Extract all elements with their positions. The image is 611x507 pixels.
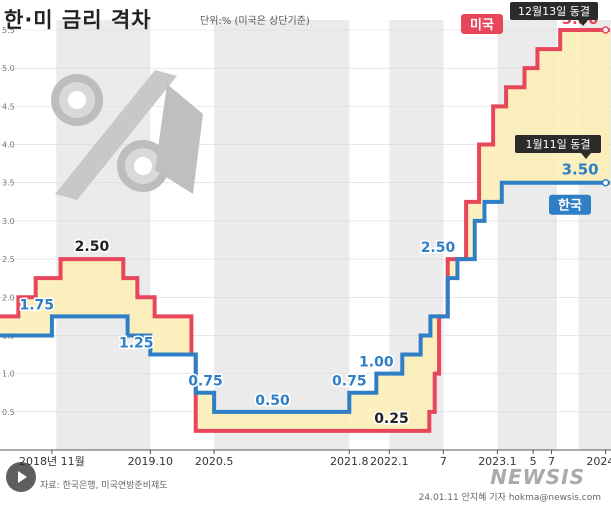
data-label-5: 0.75	[332, 374, 367, 390]
chart-title: 한·미 금리 격차	[4, 8, 152, 32]
data-label-0: 2.50	[75, 239, 110, 255]
data-label-3: 0.75	[188, 374, 223, 390]
x-tick-label-4: 2022.1	[370, 455, 409, 468]
y-tick-label: 3.0	[2, 217, 15, 226]
y-tick-label: 4.5	[2, 102, 15, 111]
x-tick-label-0: 2018년 11월	[19, 455, 85, 468]
kr-hold-callout-pointer	[581, 153, 591, 159]
x-tick-label-9: 2024.1	[586, 455, 611, 468]
kr-end-marker	[601, 178, 610, 187]
us-hold-callout-box	[510, 2, 598, 20]
data-label-6: 1.00	[359, 355, 394, 371]
x-tick-label-6: 2023.1	[478, 455, 517, 468]
us-end-marker	[601, 26, 610, 34]
y-tick-label: 4.0	[2, 141, 15, 150]
legend-us-label: 미국	[470, 17, 494, 33]
y-tick-label: 3.5	[2, 179, 15, 188]
source-note: 자료: 한국은행, 미국연방준비제도	[40, 481, 168, 491]
y-tick-label: 5.5	[2, 26, 15, 35]
unit-note: 단위:% (미국은 상단기준)	[200, 16, 310, 27]
data-label-1: 1.75	[19, 297, 54, 313]
data-label-2: 1.25	[119, 336, 154, 352]
y-tick-label: 0.5	[2, 408, 15, 417]
y-tick-label: 2.0	[2, 293, 15, 302]
x-tick-label-5: 7	[440, 455, 447, 468]
x-tick-label-8: 7	[548, 455, 555, 468]
kr-end-label: 3.50	[562, 161, 599, 179]
kr-hold-callout-text: 1월11일 동결	[526, 137, 591, 151]
rate-gap-area	[0, 30, 610, 431]
legend-us-chip	[461, 14, 503, 34]
us-rate-line	[0, 28, 610, 433]
data-label-8: 2.50	[421, 240, 456, 256]
x-tick-label-2: 2020.5	[195, 455, 234, 468]
x-tick-label-1: 2019.10	[128, 455, 174, 468]
x-tick-label-7: 5	[530, 455, 537, 468]
legend-kr-chip	[549, 194, 591, 215]
play-button-icon[interactable]	[6, 462, 36, 492]
data-label-4: 0.50	[255, 393, 290, 409]
x-tick-label-3: 2021.8	[330, 455, 369, 468]
y-tick-label: 1.0	[2, 370, 15, 379]
kr-hold-callout-box	[515, 135, 601, 153]
data-label-7: 0.25	[374, 411, 409, 427]
us-hold-callout-pointer	[578, 20, 588, 26]
credit-line: 24.01.11 안지혜 기자 hokma@newsis.com	[418, 493, 601, 503]
percent-sign-icon	[51, 70, 203, 200]
newsis-logo: NEWSIS	[490, 465, 585, 489]
y-tick-label: 2.5	[2, 255, 15, 264]
legend-kr-label: 한국	[558, 198, 582, 214]
us-hold-callout-text: 12월13일 동결	[518, 4, 590, 18]
y-tick-label: 5.0	[2, 64, 15, 73]
kr-rate-line	[0, 180, 610, 414]
shaded-band-1	[214, 20, 350, 450]
